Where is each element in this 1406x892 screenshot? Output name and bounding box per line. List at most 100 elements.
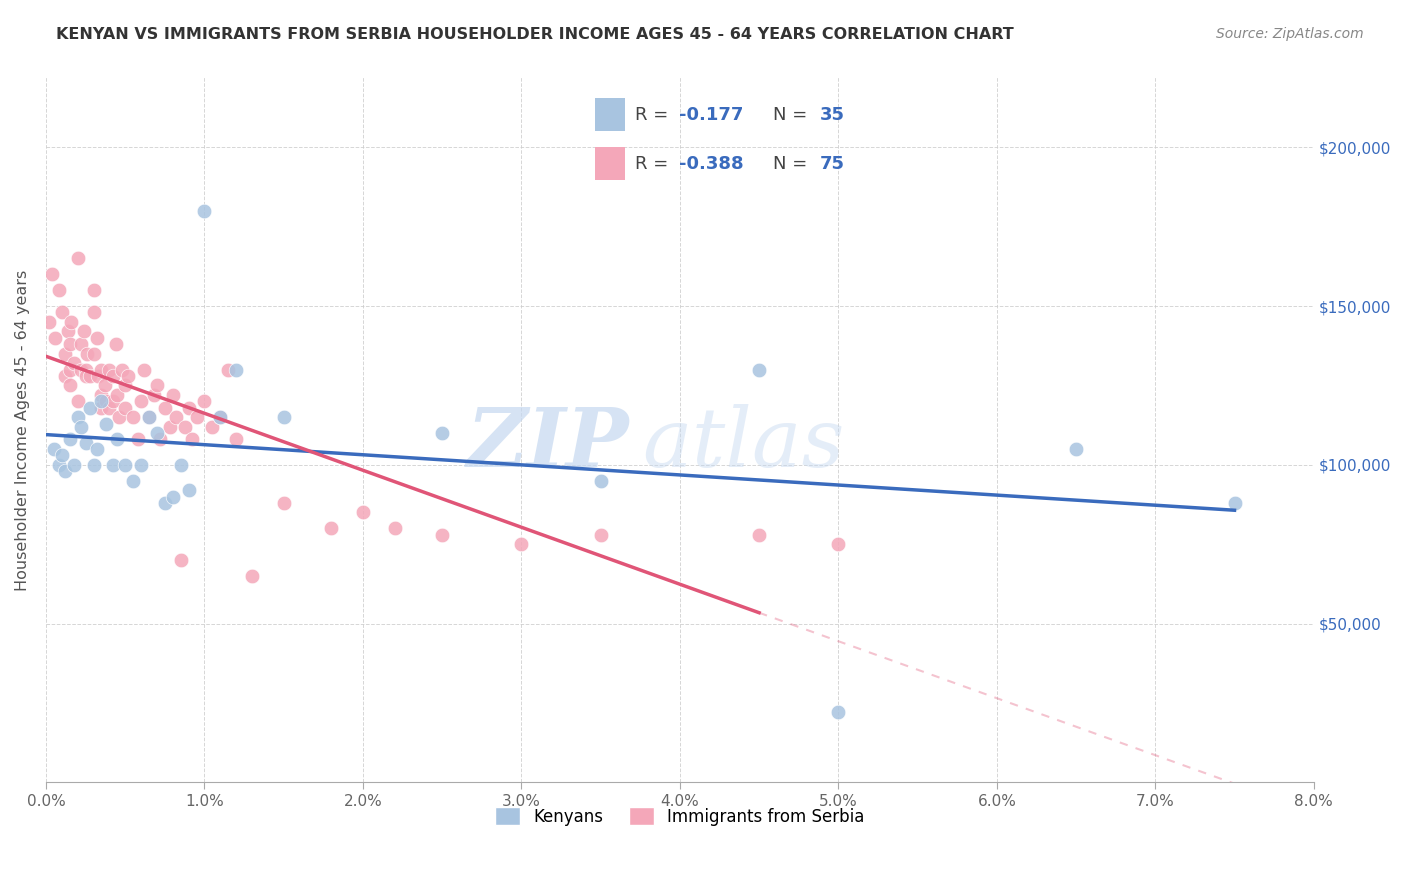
Text: ZIP: ZIP: [467, 404, 628, 484]
Point: [170, 458, 193, 472]
Point: [59, 362, 82, 376]
Text: atlas: atlas: [641, 404, 844, 484]
Point: [225, 433, 247, 447]
Point: [101, 394, 124, 409]
Point: [53, 347, 76, 361]
Point: [1064, 442, 1087, 456]
Point: [90, 394, 112, 409]
Point: [108, 410, 131, 425]
Point: [117, 368, 139, 383]
Point: [122, 474, 145, 488]
Point: [101, 368, 124, 383]
Point: [273, 496, 295, 510]
Point: [83, 458, 105, 472]
Point: [75, 368, 97, 383]
Point: [83, 305, 105, 319]
Point: [69, 362, 91, 376]
Point: [79, 368, 101, 383]
Point: [114, 378, 136, 392]
Point: [38, 315, 60, 329]
Point: [384, 521, 406, 535]
Point: [138, 410, 160, 425]
Point: [96, 417, 118, 431]
Point: [69, 419, 91, 434]
Point: [53, 368, 76, 383]
Point: [105, 433, 128, 447]
Point: [146, 378, 169, 392]
Point: [134, 362, 156, 376]
Point: [90, 401, 112, 415]
Point: [51, 448, 73, 462]
Point: [127, 433, 149, 447]
Point: [273, 410, 295, 425]
Point: [60, 315, 83, 329]
Point: [162, 388, 184, 402]
Point: [122, 410, 145, 425]
Point: [41, 268, 63, 282]
Point: [142, 388, 165, 402]
Point: [93, 378, 115, 392]
Point: [59, 433, 82, 447]
Point: [83, 283, 105, 297]
Point: [66, 252, 89, 266]
Point: [430, 527, 453, 541]
Point: [63, 458, 86, 472]
Point: [1223, 496, 1246, 510]
Point: [146, 426, 169, 441]
Point: [153, 496, 176, 510]
Legend: Kenyans, Immigrants from Serbia: Kenyans, Immigrants from Serbia: [486, 799, 873, 834]
Point: [63, 356, 86, 370]
Point: [59, 337, 82, 351]
Point: [83, 347, 105, 361]
Point: [48, 458, 70, 472]
Point: [165, 410, 187, 425]
Point: [114, 401, 136, 415]
Point: [170, 553, 193, 567]
Point: [44, 331, 66, 345]
Point: [87, 368, 110, 383]
Point: [209, 410, 232, 425]
Point: [104, 337, 127, 351]
Point: [96, 394, 118, 409]
Point: [56, 325, 79, 339]
Point: [748, 527, 770, 541]
Point: [186, 410, 208, 425]
Point: [111, 362, 134, 376]
Point: [180, 433, 202, 447]
Point: [76, 347, 98, 361]
Point: [827, 537, 849, 551]
Point: [129, 458, 152, 472]
Y-axis label: Householder Income Ages 45 - 64 years: Householder Income Ages 45 - 64 years: [15, 269, 30, 591]
Point: [98, 401, 121, 415]
Point: [138, 410, 160, 425]
Point: [827, 706, 849, 720]
Point: [748, 362, 770, 376]
Point: [510, 537, 533, 551]
Point: [73, 325, 96, 339]
Point: [153, 401, 176, 415]
Point: [430, 426, 453, 441]
Point: [193, 203, 215, 218]
Point: [53, 464, 76, 478]
Point: [48, 283, 70, 297]
Point: [209, 410, 232, 425]
Point: [90, 388, 112, 402]
Point: [90, 362, 112, 376]
Point: [321, 521, 343, 535]
Text: Source: ZipAtlas.com: Source: ZipAtlas.com: [1216, 27, 1364, 41]
Point: [101, 458, 124, 472]
Point: [114, 458, 136, 472]
Point: [51, 305, 73, 319]
Point: [66, 394, 89, 409]
Point: [79, 401, 101, 415]
Point: [159, 419, 181, 434]
Point: [59, 378, 82, 392]
Point: [352, 505, 374, 519]
Point: [129, 394, 152, 409]
Point: [217, 362, 239, 376]
Point: [177, 483, 200, 498]
Point: [589, 527, 612, 541]
Point: [75, 362, 97, 376]
Text: KENYAN VS IMMIGRANTS FROM SERBIA HOUSEHOLDER INCOME AGES 45 - 64 YEARS CORRELATI: KENYAN VS IMMIGRANTS FROM SERBIA HOUSEHO…: [56, 27, 1014, 42]
Point: [86, 442, 108, 456]
